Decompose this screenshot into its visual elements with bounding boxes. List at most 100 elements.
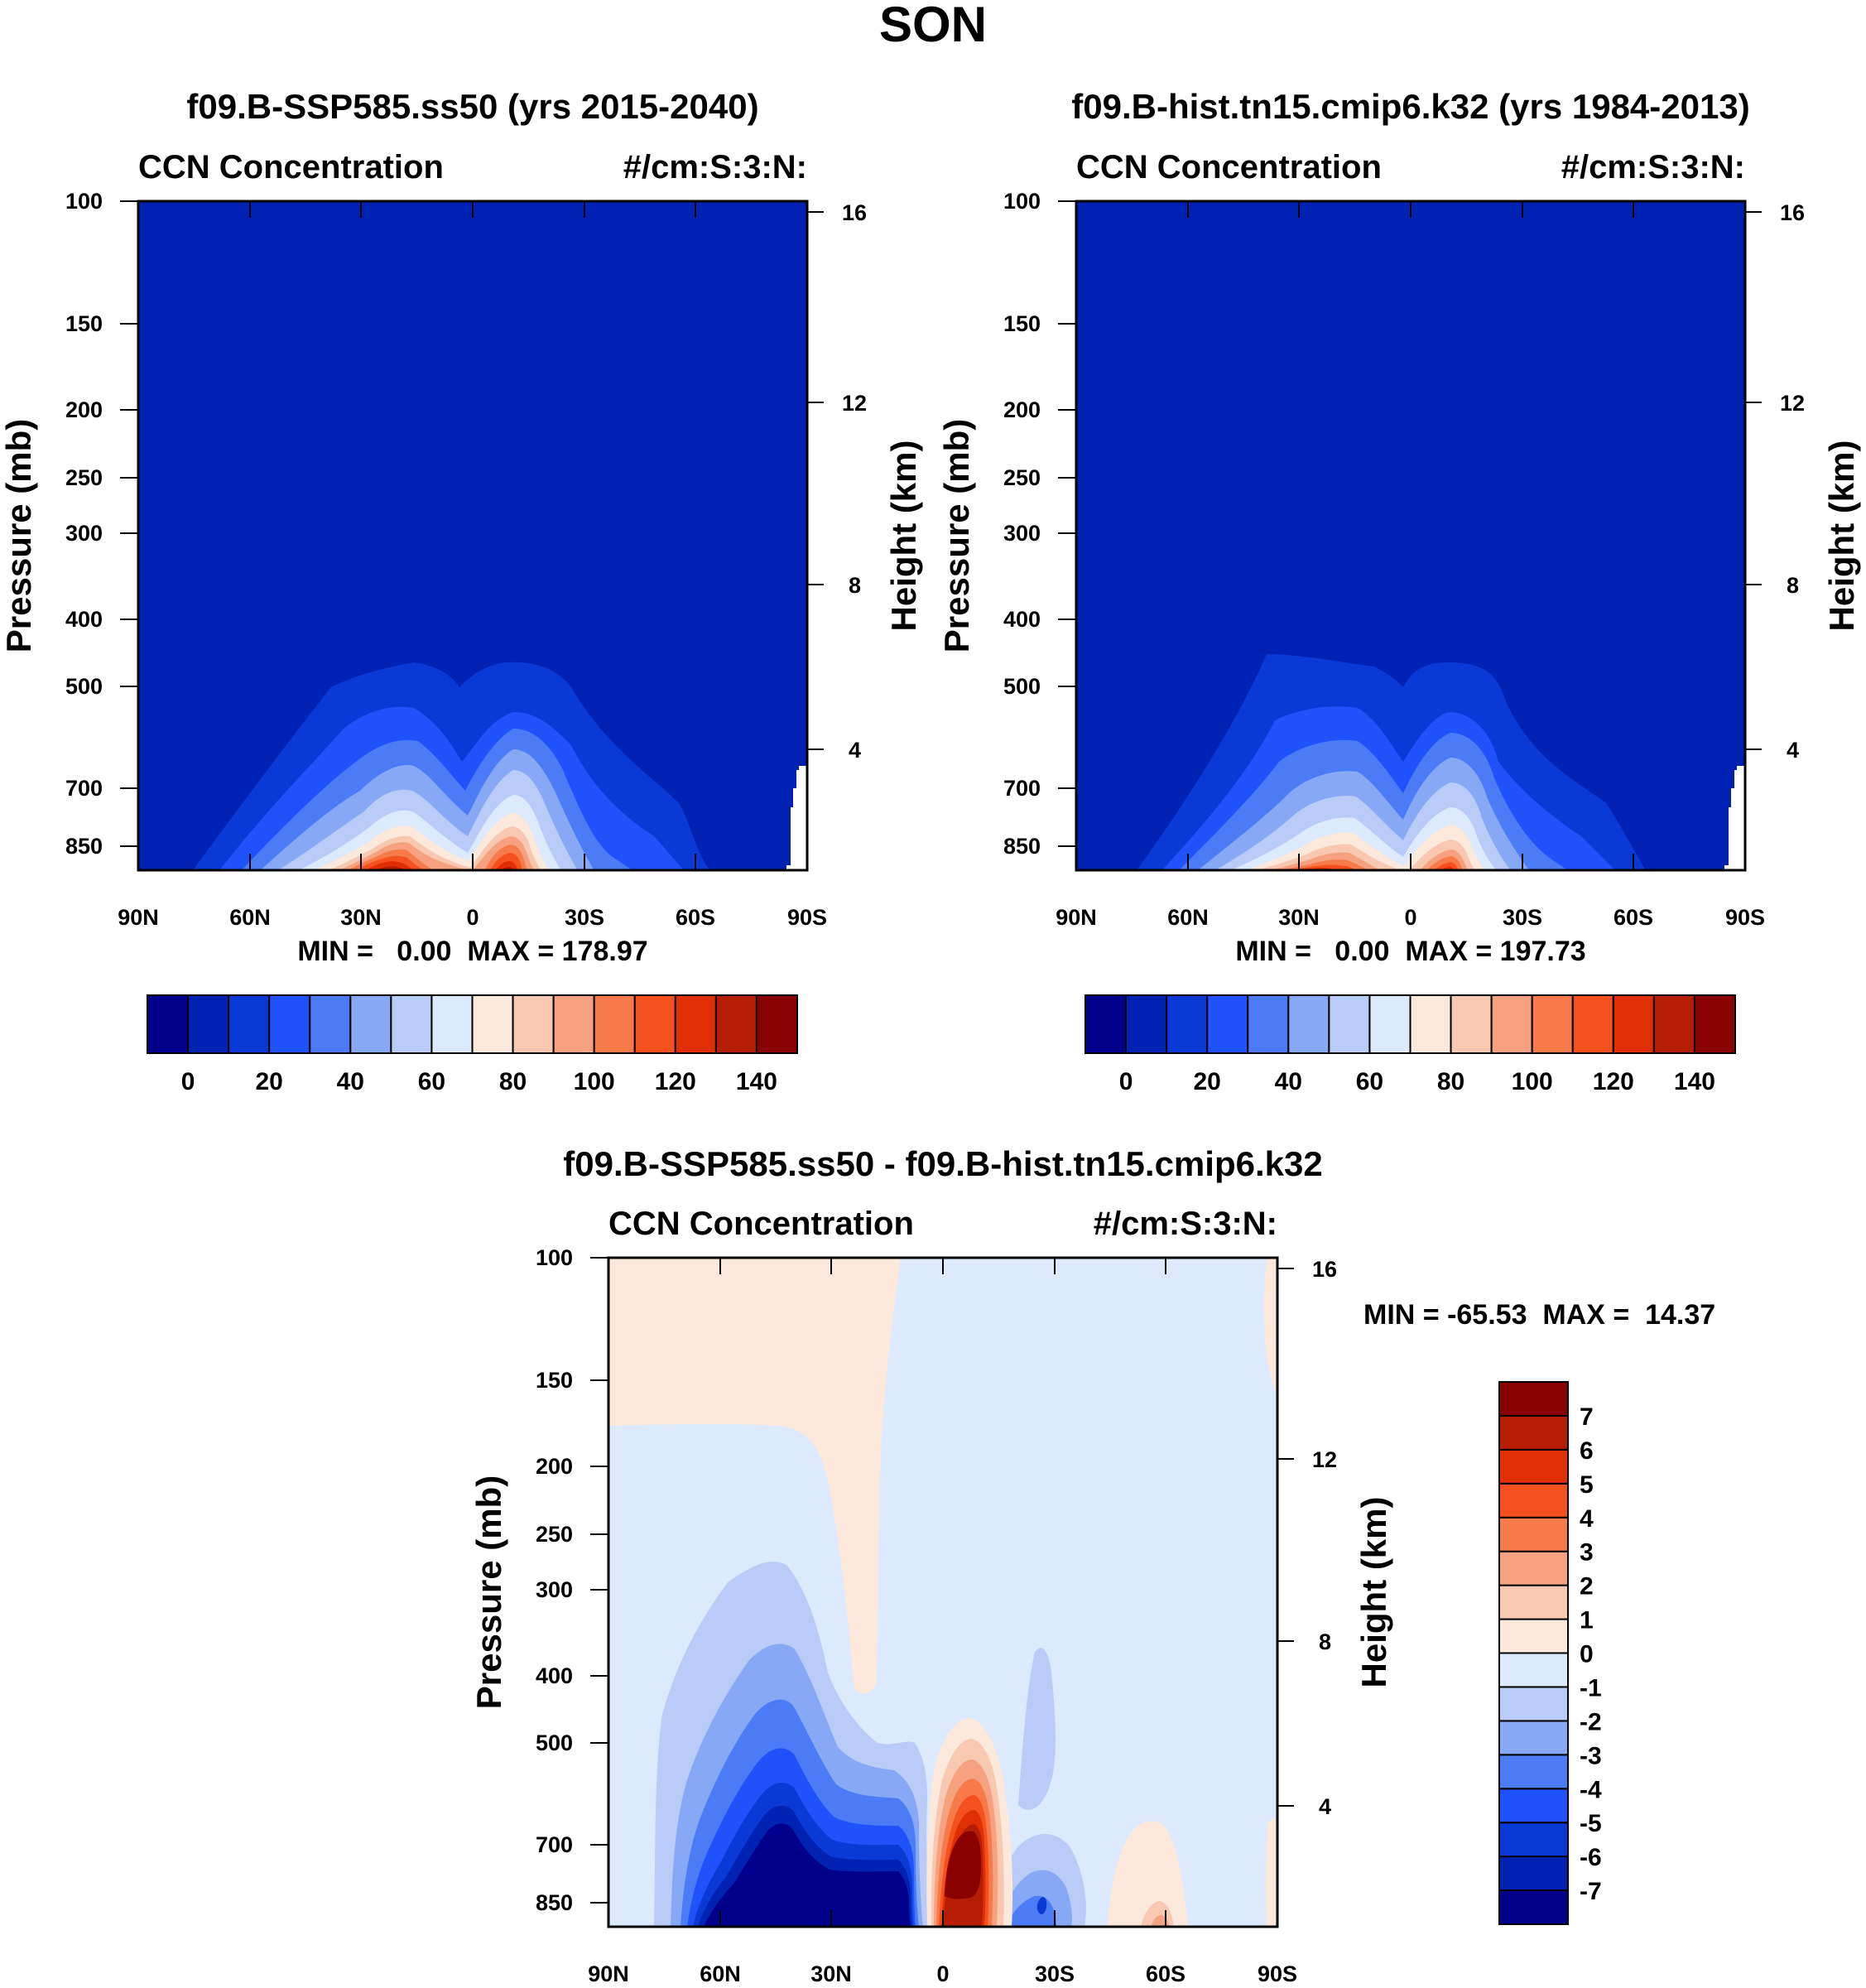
y-axis-title: Pressure (mb) xyxy=(937,419,976,652)
axis-ticks xyxy=(1058,200,1762,870)
height-tick-label: 16 xyxy=(842,200,867,225)
contour-field xyxy=(1076,201,1745,874)
x-tick-label: 60S xyxy=(1614,905,1653,930)
x-tick-label: 30N xyxy=(340,905,382,930)
colorbar-box xyxy=(714,994,757,1054)
contour-field xyxy=(138,201,807,870)
colorbar-label: 4 xyxy=(1580,1505,1594,1533)
colorbar-box xyxy=(755,994,798,1054)
x-tick-label: 60N xyxy=(700,1962,741,1986)
x-tick-labels: 90N 60N 30N 0 30S 60S 90S xyxy=(1056,905,1765,930)
height-tick-label: 4 xyxy=(1319,1794,1331,1819)
y-tick-labels: 100 150 200 250 300 400 500 700 850 xyxy=(65,189,103,859)
colorbar-box xyxy=(309,994,352,1054)
y-tick-label: 250 xyxy=(536,1522,573,1547)
contour-positive-right-lower xyxy=(1265,1817,1277,1927)
y-axis-title: Pressure (mb) xyxy=(469,1475,508,1709)
x-tick-label: 0 xyxy=(936,1962,949,1986)
colorbar-label: 80 xyxy=(499,1068,527,1095)
colorbar-box xyxy=(1490,994,1533,1054)
min-max-label: MIN = 0.00 MAX = 197.73 xyxy=(1235,936,1585,967)
colorbar-box xyxy=(1498,1550,1569,1586)
contour-field xyxy=(608,1258,1277,1927)
y-tick-labels: 100 150 200 250 300 400 500 700 850 xyxy=(536,1245,573,1915)
colorbar-box xyxy=(1531,994,1574,1054)
colorbar-label: 1 xyxy=(1580,1607,1594,1634)
colorbar-label: 140 xyxy=(736,1068,777,1095)
colorbar-box xyxy=(552,994,595,1054)
colorbar-box xyxy=(1450,994,1493,1054)
colorbar-box xyxy=(1409,994,1452,1054)
colorbar-label: -6 xyxy=(1580,1844,1602,1871)
colorbar-label: 0 xyxy=(1580,1641,1594,1668)
colorbar-box xyxy=(147,994,190,1054)
contour-level-minus1 xyxy=(1018,1648,1056,1810)
y-tick-label: 300 xyxy=(536,1577,573,1602)
colorbar-box xyxy=(390,994,433,1054)
missing-data-region xyxy=(786,766,807,870)
colorbar-box xyxy=(1612,994,1655,1054)
colorbar-box xyxy=(593,994,636,1054)
y-tick-label: 150 xyxy=(1003,311,1041,336)
y-axis-title: Pressure (mb) xyxy=(0,419,38,652)
y-tick-label: 850 xyxy=(536,1890,573,1915)
y-tick-label: 250 xyxy=(65,465,103,490)
contour-level-plus3 xyxy=(1151,1914,1169,1927)
y-tick-label: 700 xyxy=(536,1832,573,1857)
units-label: #/cm:S:3:N: xyxy=(1561,149,1745,185)
y-tick-label: 400 xyxy=(1003,607,1041,632)
colorbar-box xyxy=(1084,994,1128,1054)
colorbar-box xyxy=(1498,1754,1569,1790)
variable-label: CCN Concentration xyxy=(1076,149,1382,185)
x-tick-label: 30S xyxy=(565,905,604,930)
colorbar-box xyxy=(1287,994,1330,1054)
x-tick-label: 0 xyxy=(466,905,479,930)
contour-level-150 xyxy=(1304,871,1331,874)
colorbar-label: 120 xyxy=(655,1068,696,1095)
colorbar-box xyxy=(1498,1720,1569,1756)
colorbar-box xyxy=(471,994,514,1054)
colorbar-box xyxy=(1166,994,1209,1054)
x-tick-label: 30N xyxy=(1278,905,1320,930)
colorbar-label: 100 xyxy=(574,1068,615,1095)
colorbar-box xyxy=(1498,1822,1569,1858)
colorbar-label: 40 xyxy=(337,1068,364,1095)
colorbar-box xyxy=(268,994,311,1054)
figure-title: SON xyxy=(879,0,987,52)
y-tick-label: 700 xyxy=(65,776,103,801)
colorbar-box xyxy=(1498,1414,1569,1451)
x-tick-label: 30S xyxy=(1503,905,1542,930)
contour-positive-lower xyxy=(1108,1821,1188,1927)
y-tick-label: 300 xyxy=(1003,521,1041,546)
colorbar-label: 20 xyxy=(256,1068,283,1095)
colorbar-label: 20 xyxy=(1194,1068,1221,1095)
colorbar-label: 2 xyxy=(1580,1573,1594,1601)
missing-data-region xyxy=(1724,766,1745,870)
colorbar-box xyxy=(430,994,474,1054)
colorbar-label: 0 xyxy=(1119,1068,1133,1095)
colorbar: 7 6 5 4 3 2 1 0 -1 -2 -3 -4 -5 -6 -7 xyxy=(1498,1381,1602,1925)
colorbar-box xyxy=(1498,1584,1569,1620)
x-tick-labels: 90N 60N 30N 0 30S 60S 90S xyxy=(118,905,827,930)
colorbar-box xyxy=(1125,994,1168,1054)
panel-ssp585: f09.B-SSP585.ss50 (yrs 2015-2040) CCN Co… xyxy=(0,87,923,1095)
y-tick-label: 850 xyxy=(65,834,103,859)
colorbar-label: -3 xyxy=(1580,1742,1602,1769)
colorbar: 0 20 40 60 80 100 120 140 xyxy=(147,994,798,1095)
colorbar-box xyxy=(1498,1448,1569,1485)
colorbar-box xyxy=(1368,994,1412,1054)
height-tick-label: 4 xyxy=(1787,738,1799,763)
panel-title: f09.B-SSP585.ss50 (yrs 2015-2040) xyxy=(186,87,758,126)
colorbar-box xyxy=(1498,1381,1569,1417)
colorbar-label: -4 xyxy=(1580,1776,1602,1803)
colorbar-box xyxy=(1498,1788,1569,1824)
colorbar-box xyxy=(1498,1618,1569,1654)
colorbar-label: 0 xyxy=(181,1068,195,1095)
y-tick-label: 200 xyxy=(65,397,103,422)
panel-historical: f09.B-hist.tn15.cmip6.k32 (yrs 1984-2013… xyxy=(937,87,1861,1095)
min-max-label: MIN = 0.00 MAX = 178.97 xyxy=(297,936,647,967)
colorbar-box xyxy=(1498,1686,1569,1722)
y-tick-label: 150 xyxy=(536,1368,573,1393)
colorbar-label: 6 xyxy=(1580,1437,1594,1465)
y-tick-label: 100 xyxy=(536,1245,573,1270)
